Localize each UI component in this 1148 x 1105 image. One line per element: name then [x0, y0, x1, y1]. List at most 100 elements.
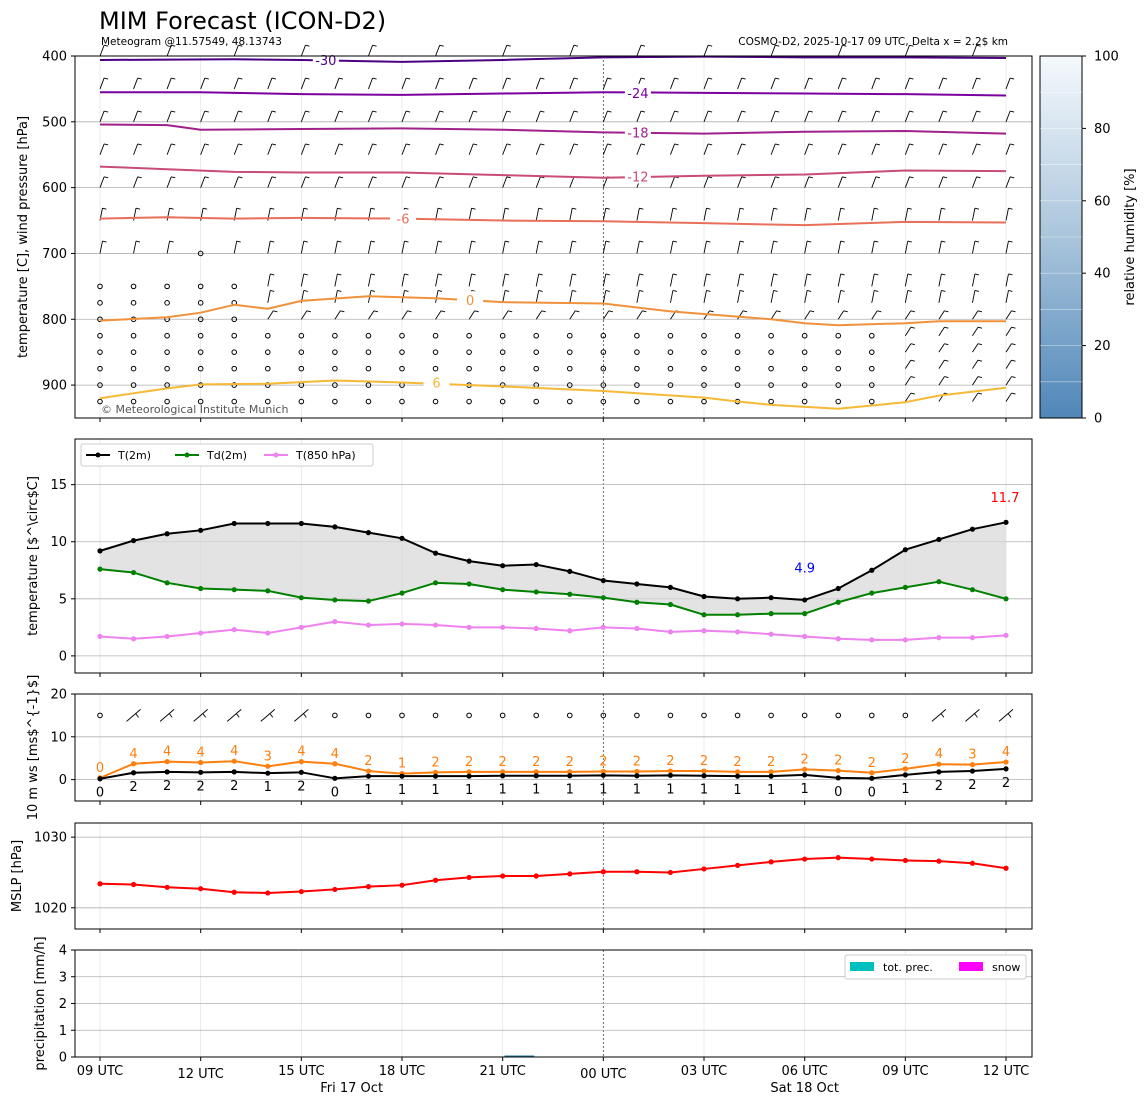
- wind-barb-flag: [944, 343, 949, 346]
- surface-calm-symbol: [97, 712, 103, 719]
- wind-barb-flag: [439, 77, 444, 80]
- wind-barb-flag: [437, 273, 443, 276]
- wind-barb-flag: [874, 207, 879, 210]
- wind-barb-flag: [473, 176, 478, 179]
- gust-point: [164, 759, 170, 765]
- wind-barb: [703, 176, 709, 188]
- gust-point: [130, 761, 137, 767]
- wind-barb: [972, 310, 979, 320]
- calm-wind-symbol: [130, 283, 137, 290]
- wind-barb: [636, 240, 640, 254]
- wind-barb-flag: [306, 310, 311, 313]
- wind-barb-flag: [404, 240, 409, 243]
- wind-barb: [972, 110, 977, 122]
- gust-value-label: 2: [666, 754, 674, 769]
- calm-wind-symbol: [868, 332, 875, 339]
- wind-barb: [837, 77, 843, 90]
- wind-barb-flag: [974, 289, 980, 292]
- wind-barb: [401, 310, 408, 320]
- gust-value-label: 2: [901, 752, 909, 767]
- isotherm-label: -18: [627, 126, 648, 141]
- td2m-point: [869, 590, 875, 596]
- wind-barb: [938, 290, 942, 303]
- wind-barb: [401, 240, 405, 254]
- wind-barb-flag: [303, 273, 308, 276]
- wind-barb-flag: [373, 310, 379, 313]
- figure-title: MIM Forecast (ICON-D2): [99, 7, 386, 35]
- x-tick-label: 03 UTC: [681, 1064, 727, 1079]
- calm-wind-symbol: [566, 332, 573, 339]
- mean-wind-value-label: 0: [868, 785, 876, 800]
- wind-barb: [670, 77, 675, 90]
- wind-barb-flag: [773, 273, 778, 276]
- wind-barb: [300, 143, 306, 155]
- wind-barb: [770, 273, 775, 287]
- wind-barb: [602, 143, 608, 155]
- wind-barb-flag: [875, 77, 881, 80]
- mslp-point: [500, 873, 506, 879]
- wind-barb-flag: [708, 110, 713, 113]
- wind-barb: [569, 45, 575, 57]
- wind-barb-flag: [370, 207, 376, 210]
- surface-calm-symbol: [499, 712, 506, 719]
- wind-barb: [972, 143, 977, 155]
- wind-barb-flag: [977, 326, 983, 329]
- wind-barb: [166, 77, 172, 90]
- surface-wind-barb: [159, 709, 175, 722]
- gust-value-label: 2: [700, 754, 708, 769]
- wind-barb: [334, 290, 338, 303]
- colorbar-tick-label: 40: [1094, 267, 1111, 282]
- isotherm-label-bg: [423, 373, 450, 390]
- mean-wind-point: [567, 773, 573, 779]
- wind-barb: [166, 45, 172, 57]
- wind-barb: [1005, 208, 1009, 221]
- surface-wind-barb-flag: [1007, 713, 1012, 718]
- wind-barb-flag: [840, 240, 845, 243]
- wind-barb: [502, 77, 508, 90]
- wind-barb-flag: [440, 310, 446, 313]
- calm-wind-symbol: [197, 250, 204, 257]
- calm-wind-symbol: [835, 365, 842, 372]
- wind-barb-flag: [338, 143, 344, 146]
- calm-wind-symbol: [298, 349, 305, 355]
- wind-barb: [737, 310, 744, 320]
- calm-wind-symbol: [130, 332, 137, 339]
- wind-barb-flag: [706, 273, 711, 276]
- gust-value-label: 4: [1002, 745, 1010, 760]
- wind-barb: [770, 310, 778, 320]
- wind-barb: [502, 273, 506, 287]
- wind-barb-flag: [1011, 310, 1016, 313]
- wind-barb-flag: [102, 207, 107, 210]
- wind-barb-flag: [976, 110, 981, 113]
- mean-wind-value-label: 2: [197, 779, 205, 794]
- td2m-point: [701, 612, 707, 618]
- gust-point: [533, 769, 539, 775]
- wind-barb-flag: [976, 44, 981, 47]
- wind-barb-flag: [505, 273, 510, 276]
- wind-barb-flag: [674, 110, 679, 113]
- mean-wind-point: [869, 775, 875, 781]
- mean-wind-point: [734, 773, 741, 779]
- t2m-point: [768, 595, 774, 601]
- wind-barb-flag: [842, 143, 847, 146]
- wind-barb-flag: [840, 289, 845, 292]
- legend-td2m: Td(2m): [206, 449, 247, 462]
- mean-wind-value-label: 1: [364, 783, 372, 798]
- calm-wind-symbol: [801, 365, 808, 372]
- calm-wind-symbol: [466, 349, 472, 355]
- mean-wind-point: [701, 773, 707, 779]
- wind-barb-flag: [944, 376, 949, 379]
- calm-wind-symbol: [533, 398, 540, 405]
- isotherm-label: -6: [397, 213, 410, 228]
- surface-calm-symbol: [466, 712, 472, 719]
- mean-wind-line: [99, 767, 1007, 780]
- wind-barb: [770, 110, 776, 122]
- legend-t2m: T(2m): [117, 449, 151, 462]
- isotherm-label: 0: [466, 294, 474, 309]
- wind-barb-flag: [741, 110, 746, 113]
- wind-barb: [468, 240, 473, 254]
- wind-barb: [737, 176, 743, 188]
- wind-barb: [502, 110, 508, 122]
- t2m-point: [231, 520, 237, 527]
- gust-value-label: 4: [129, 747, 137, 762]
